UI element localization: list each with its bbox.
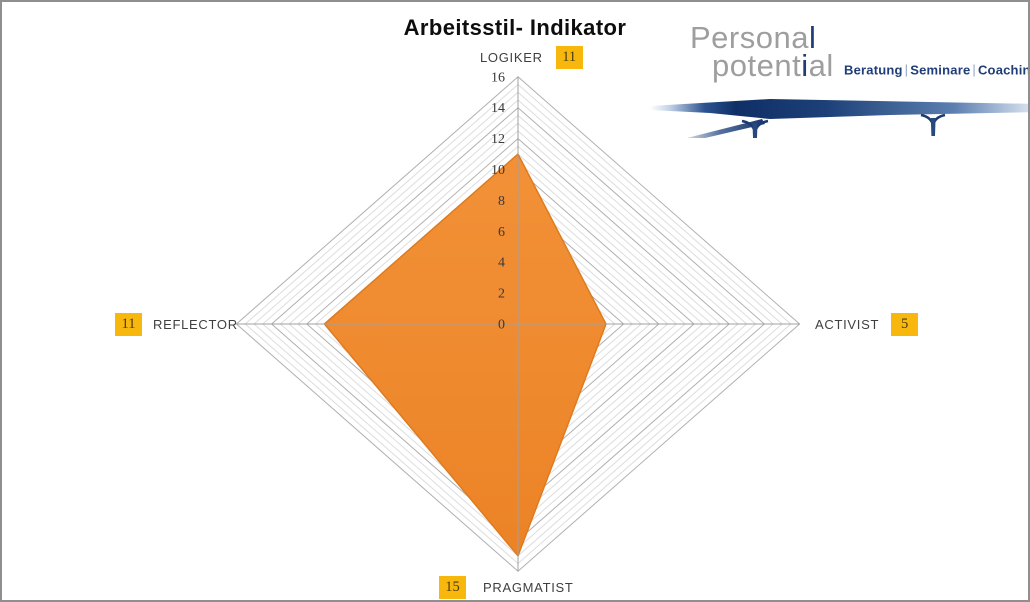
value-badge: 11 [555, 46, 583, 69]
value-badge: 15 [439, 576, 466, 599]
category-label: REFLECTOR [153, 317, 238, 332]
category-label: ACTIVIST [815, 317, 880, 332]
svg-text:4: 4 [498, 256, 505, 271]
svg-text:14: 14 [491, 101, 505, 116]
svg-text:8: 8 [498, 194, 505, 209]
value-badge: 5 [891, 313, 919, 336]
axis-label-logiker: LOGIKER 11 [480, 46, 583, 69]
value-badge: 11 [115, 313, 142, 336]
svg-text:2: 2 [498, 287, 505, 302]
svg-text:10: 10 [491, 163, 505, 178]
svg-text:16: 16 [491, 70, 505, 85]
category-label: LOGIKER [480, 50, 543, 65]
chart-title: Arbeitsstil- Indikator [403, 15, 627, 40]
category-label: PRAGMATIST [483, 580, 574, 595]
axis-label-reflector: 11 REFLECTOR [115, 313, 238, 336]
axis-label-activist: ACTIVIST 5 [815, 313, 919, 336]
svg-text:6: 6 [498, 225, 505, 240]
logo-tagline: Beratung|Seminare|Coaching© [844, 62, 1030, 78]
svg-text:12: 12 [491, 132, 505, 147]
company-logo: Personal potential Beratung | Seminare | Coa… [650, 16, 1030, 138]
logo-wordmark-potential: potential [712, 48, 834, 83]
logo-wordmark-personal: Personal [690, 20, 817, 55]
svg-text:0: 0 [498, 318, 505, 333]
bridge-graphic-icon [650, 99, 1028, 138]
axis-label-pragmatist: 15 PRAGMATIST [439, 576, 574, 599]
